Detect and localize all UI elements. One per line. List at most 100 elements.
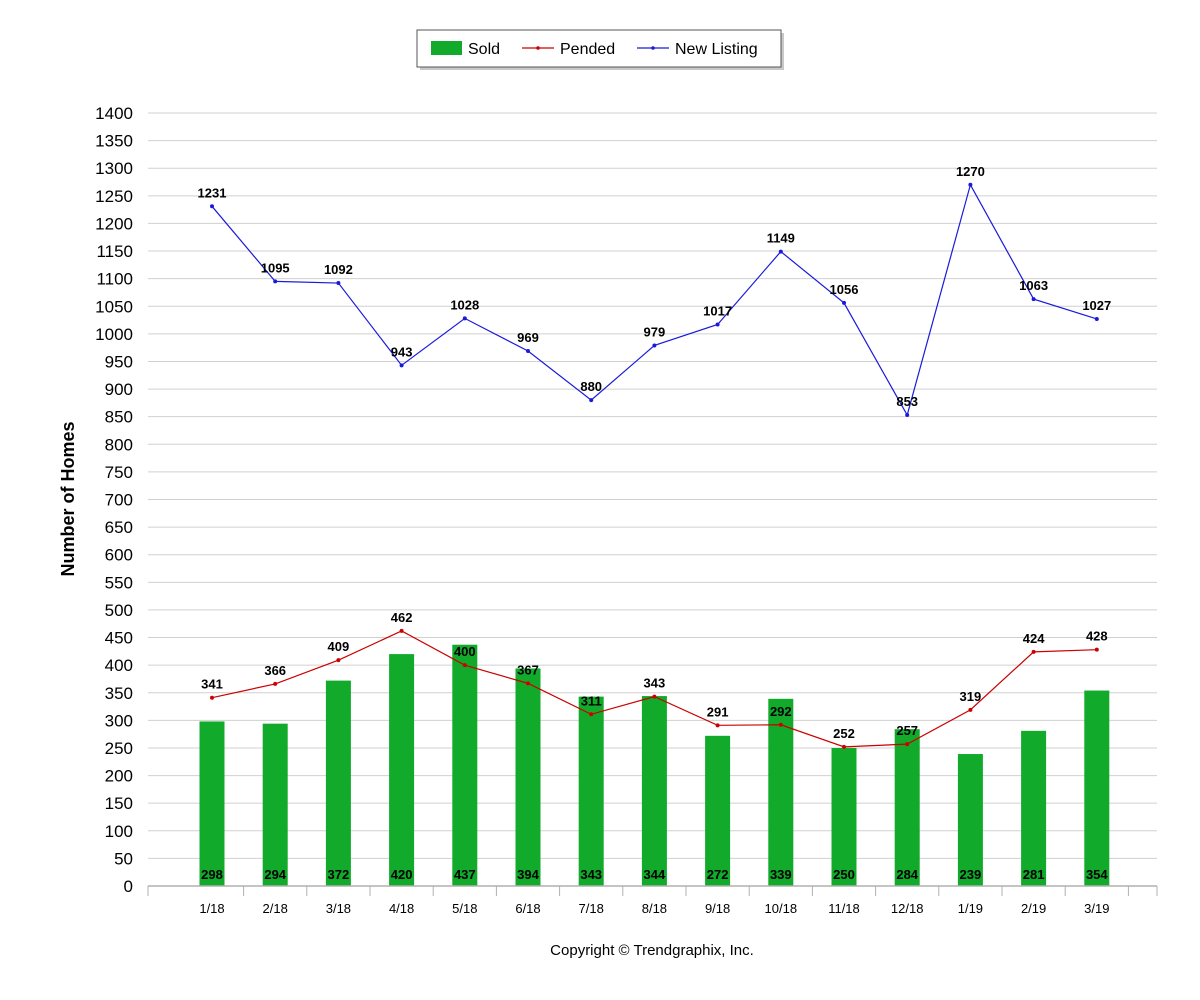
point-label-new-listing: 979 — [644, 324, 666, 339]
point-new-listing — [526, 348, 530, 353]
legend-item-sold[interactable]: Sold — [431, 41, 500, 58]
y-tick-label: 350 — [105, 684, 133, 703]
point-pended — [968, 707, 973, 712]
legend: Sold Pended New Listing — [416, 29, 784, 70]
point-label-new-listing: 1028 — [450, 297, 479, 312]
bar-value-label: 284 — [896, 867, 918, 882]
point-label-new-listing: 1063 — [1019, 278, 1048, 293]
y-tick-label: 250 — [105, 739, 133, 758]
y-tick-label: 150 — [105, 794, 133, 813]
point-pended — [273, 681, 278, 686]
legend-item-pended[interactable]: Pended — [522, 41, 615, 58]
point-label-pended: 311 — [581, 693, 602, 708]
legend-label-new-listing: New Listing — [675, 41, 758, 58]
x-tick-label: 7/18 — [579, 901, 604, 916]
bar-sold — [768, 698, 794, 886]
point-new-listing — [589, 398, 594, 403]
y-tick-label: 600 — [105, 546, 133, 565]
x-tick-label: 10/18 — [765, 901, 798, 916]
bar-sold — [515, 668, 541, 886]
point-label-pended: 343 — [644, 676, 666, 691]
point-new-listing — [336, 281, 341, 286]
point-label-new-listing: 1149 — [767, 231, 795, 246]
y-axis-label: Number of Homes — [58, 421, 78, 576]
x-tick-label: 1/18 — [199, 901, 224, 916]
bar-value-label: 272 — [707, 867, 729, 882]
y-tick-label: 1300 — [95, 159, 133, 178]
x-tick-label: 4/18 — [389, 901, 414, 916]
point-new-listing — [715, 322, 720, 327]
y-tick-label: 100 — [105, 822, 133, 841]
bar-value-label: 372 — [328, 867, 350, 882]
y-tick-label: 550 — [105, 573, 133, 592]
point-new-listing — [652, 343, 657, 348]
bar-sold — [705, 735, 731, 886]
point-label-pended: 291 — [707, 704, 729, 719]
y-tick-label: 1350 — [95, 132, 133, 151]
bar-sold — [641, 696, 667, 886]
point-pended — [1094, 647, 1099, 652]
point-pended — [905, 742, 910, 747]
point-label-new-listing: 1095 — [261, 260, 290, 275]
y-tick-label: 500 — [105, 601, 133, 620]
y-tick-label: 1200 — [95, 214, 133, 233]
point-label-pended: 400 — [454, 644, 476, 659]
point-label-pended: 319 — [960, 689, 982, 704]
bar-sold — [452, 644, 478, 886]
bar-sold — [325, 680, 351, 886]
point-label-pended: 252 — [833, 726, 855, 741]
point-label-pended: 367 — [517, 662, 539, 677]
y-tick-label: 1100 — [96, 270, 133, 289]
bar-value-label: 250 — [833, 867, 855, 882]
bar-value-label: 239 — [960, 867, 982, 882]
point-label-new-listing: 1017 — [703, 303, 732, 318]
y-tick-label: 0 — [124, 877, 133, 896]
copyright-footer: Copyright © Trendgraphix, Inc. — [550, 942, 754, 959]
y-tick-label: 700 — [105, 491, 133, 510]
legend-swatch-sold — [431, 41, 462, 55]
point-pended — [210, 695, 214, 700]
point-pended — [462, 663, 467, 668]
x-tick-label: 3/19 — [1084, 901, 1109, 916]
point-new-listing — [462, 316, 467, 321]
y-tick-label: 1050 — [95, 297, 133, 316]
point-pended — [589, 712, 594, 717]
y-tick-label: 300 — [105, 711, 133, 730]
y-tick-label: 1400 — [95, 104, 133, 123]
y-tick-label: 800 — [105, 435, 133, 454]
bar-value-label: 344 — [644, 867, 666, 882]
legend-label-sold: Sold — [468, 41, 500, 58]
point-pended — [715, 723, 720, 728]
bar-sold — [957, 754, 983, 886]
bar-sold — [389, 654, 415, 886]
y-tick-label: 200 — [105, 767, 133, 786]
point-new-listing — [905, 413, 910, 418]
point-new-listing — [778, 249, 783, 254]
y-tick-label: 1000 — [95, 325, 133, 344]
point-pended — [842, 744, 846, 749]
y-tick-label: 400 — [105, 656, 133, 675]
bar-value-label: 298 — [201, 867, 223, 882]
point-pended — [526, 681, 530, 686]
sold-bars — [199, 644, 1110, 886]
x-tick-label: 2/18 — [263, 901, 288, 916]
point-label-pended: 366 — [264, 663, 286, 678]
point-label-new-listing: 1056 — [830, 282, 859, 297]
legend-item-new-listing[interactable]: New Listing — [637, 41, 758, 58]
y-tick-label: 750 — [105, 463, 133, 482]
y-tick-label: 1150 — [96, 242, 133, 261]
point-pended — [778, 722, 783, 727]
y-tick-label: 900 — [105, 380, 133, 399]
line-series — [210, 182, 1099, 749]
x-tick-label: 8/18 — [642, 901, 667, 916]
bar-sold — [894, 729, 920, 886]
y-tick-label: 1250 — [95, 187, 133, 206]
bar-value-label: 343 — [580, 867, 602, 882]
x-tick-label: 12/18 — [891, 901, 924, 916]
point-new-listing — [1031, 297, 1036, 302]
y-axis-ticks: 0 50 100 150 200 250 300 350 400 450 500 550 600 650 7… — [95, 104, 133, 896]
y-tick-label: 650 — [105, 518, 133, 537]
data-labels: 298 294 372 420 437 394 343 344 272 339 250 284 239 2… — [198, 164, 1112, 882]
point-label-pended: 424 — [1023, 631, 1045, 646]
point-label-pended: 462 — [391, 610, 413, 625]
